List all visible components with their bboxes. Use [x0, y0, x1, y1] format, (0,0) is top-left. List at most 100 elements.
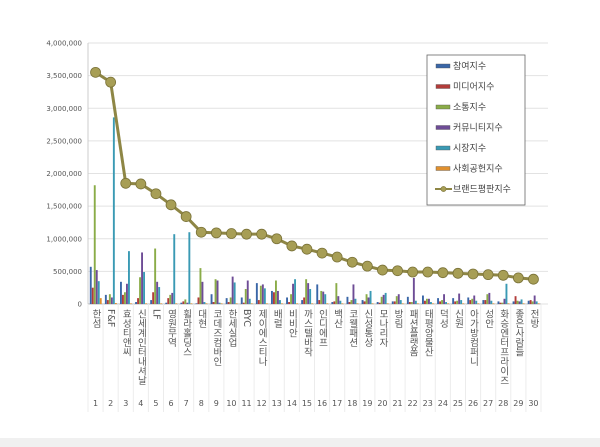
category-label: LF	[150, 309, 161, 320]
bar-참여지수	[225, 298, 228, 304]
line-point	[286, 240, 298, 252]
bar-미디어지수	[182, 301, 185, 304]
x-axis: 한섬 1 F&F 2 효성티앤씨 3 신세계인터내셔날 4 LF 5 영원무역 6 휠라홀딩스 7 대현 8 코…	[87, 304, 542, 412]
bar-사회공헌지수	[432, 303, 434, 304]
bar-미디어지수	[257, 300, 260, 304]
bar-시장지수	[445, 302, 447, 304]
category-number: 20	[377, 399, 387, 408]
bar-커뮤니티지수	[337, 296, 340, 304]
legend-marker	[440, 186, 447, 192]
bar-소통지수	[184, 299, 187, 304]
bar-사회공헌지수	[205, 303, 208, 304]
bar-미디어지수	[424, 300, 426, 304]
line-point	[271, 233, 283, 245]
bar-커뮤니티지수	[171, 292, 174, 304]
line-point	[528, 273, 539, 285]
y-tick-label: 4,000,000	[46, 40, 82, 48]
bar-소통지수	[335, 283, 338, 304]
bar-커뮤니티지수	[518, 301, 521, 304]
line-point	[422, 266, 434, 278]
bar-시장지수	[143, 272, 145, 304]
bar-미디어지수	[499, 302, 502, 304]
bar-소통지수	[169, 294, 172, 304]
bar-미디어지수	[484, 300, 487, 304]
legend-label: 시장지수	[453, 143, 486, 154]
bar-미디어지수	[197, 297, 200, 304]
category-number: 18	[347, 399, 357, 408]
bar-커뮤니티지수	[126, 283, 128, 304]
line-point	[150, 188, 162, 200]
bar-시장지수	[505, 283, 508, 304]
bar-참여지수	[406, 296, 409, 304]
category-label: 백산	[332, 309, 343, 328]
y-tick-label: 2,500,000	[46, 137, 82, 145]
bar-커뮤니티지수	[533, 295, 536, 304]
bar-미디어지수	[167, 298, 170, 304]
bar-소통지수	[244, 288, 247, 304]
category-number: 26	[468, 399, 478, 408]
bar-참여지수	[271, 290, 273, 304]
bar-사회공헌지수	[537, 303, 540, 304]
bar-참여지수	[255, 283, 258, 304]
bar-참여지수	[512, 301, 515, 304]
bar-소통지수	[275, 280, 277, 304]
legend-swatch	[435, 166, 451, 171]
category-label: 대현	[196, 309, 207, 328]
line-point	[105, 76, 117, 88]
line-point	[346, 256, 358, 268]
bar-소통지수	[259, 285, 262, 304]
bar-소통지수	[320, 290, 323, 304]
bar-미디어지수	[393, 301, 396, 304]
bar-참여지수	[210, 294, 213, 304]
bar-커뮤니티지수	[141, 252, 143, 304]
category-number: 14	[287, 399, 297, 408]
bar-시장지수	[430, 302, 432, 304]
line-point	[316, 247, 328, 259]
category-label: 휠라홀딩스	[181, 308, 192, 356]
y-tick-label: 1,000,000	[46, 235, 82, 243]
legend-label: 참여지수	[453, 60, 486, 72]
legend-swatch	[435, 63, 451, 69]
bar-시장지수	[475, 300, 478, 304]
gridlines	[88, 42, 548, 305]
line-point	[512, 272, 524, 284]
brand-reputation-line	[90, 66, 539, 285]
bar-커뮤니티지수	[397, 294, 400, 304]
category-number: 3	[123, 399, 128, 408]
bar-참여지수	[422, 295, 424, 304]
bar-소통지수	[531, 301, 534, 304]
bar-소통지수	[305, 279, 308, 304]
category-number: 15	[302, 399, 312, 408]
bar-시장지수	[535, 301, 538, 304]
category-label: 신세계인터내셔날	[135, 309, 146, 385]
category-number: 9	[214, 399, 219, 408]
category-number: 13	[272, 399, 282, 408]
line-point	[180, 211, 192, 222]
bar-사회공헌지수	[416, 303, 419, 304]
category-label: 태평양물산	[422, 309, 433, 357]
bar-참여지수	[346, 296, 349, 304]
bar-시장지수	[490, 300, 493, 304]
category-label: 한섬	[90, 309, 101, 328]
bar-사회공헌지수	[326, 303, 329, 304]
bar-소통지수	[124, 292, 126, 304]
category-number: 2	[108, 399, 113, 408]
line-point	[407, 266, 419, 278]
bar-참여지수	[391, 301, 394, 304]
category-number: 1	[93, 399, 98, 408]
legend-swatch	[435, 104, 451, 110]
bar-사회공헌지수	[492, 303, 495, 304]
bar-커뮤니티지수	[156, 281, 159, 304]
category-number: 23	[423, 399, 433, 408]
bar-시장지수	[188, 232, 191, 304]
bar-사회공헌지수	[447, 303, 449, 304]
bar-소통지수	[471, 298, 474, 304]
category-number: 22	[408, 399, 418, 408]
bar-소통지수	[199, 268, 202, 304]
bar-사회공헌지수	[522, 303, 525, 304]
bar-커뮤니티지수	[95, 270, 98, 304]
bar-미디어지수	[408, 302, 411, 304]
category-label: 패션플랫폼	[407, 309, 418, 357]
bar-시장지수	[248, 298, 251, 304]
